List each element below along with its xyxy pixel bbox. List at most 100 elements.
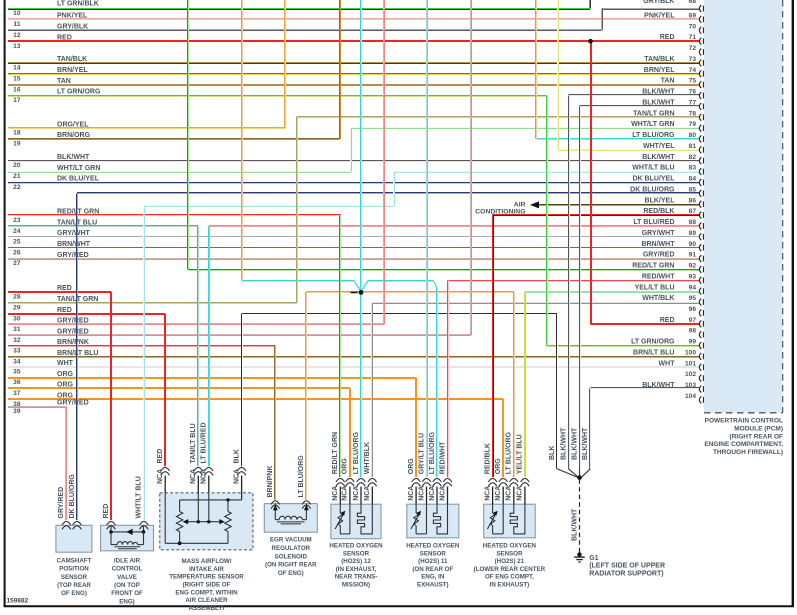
svg-text:LT GRN/ORG: LT GRN/ORG bbox=[57, 89, 101, 96]
svg-text:22: 22 bbox=[13, 184, 21, 191]
svg-text:29: 29 bbox=[13, 305, 21, 312]
svg-text:AIR: AIR bbox=[514, 201, 526, 208]
svg-text:HEATED OXYGEN: HEATED OXYGEN bbox=[329, 543, 383, 550]
svg-text:(RIGHT REAR OF: (RIGHT REAR OF bbox=[730, 433, 783, 440]
svg-text:16: 16 bbox=[13, 86, 21, 93]
svg-text:IN EXHAUST): IN EXHAUST) bbox=[490, 582, 530, 589]
svg-text:83: 83 bbox=[689, 165, 697, 172]
svg-text:GRY/RED: GRY/RED bbox=[57, 318, 89, 325]
svg-text:(ON RIGHT REAR: (ON RIGHT REAR bbox=[265, 562, 317, 569]
svg-text:ENG COMPT, WITHIN: ENG COMPT, WITHIN bbox=[175, 589, 238, 596]
svg-text:REGULATOR: REGULATOR bbox=[271, 545, 310, 552]
svg-text:15: 15 bbox=[13, 75, 21, 82]
svg-text:39: 39 bbox=[13, 408, 21, 415]
svg-text:TAN/LT GRN: TAN/LT GRN bbox=[633, 110, 674, 117]
svg-text:19: 19 bbox=[13, 141, 21, 148]
svg-text:MISSION): MISSION) bbox=[342, 582, 370, 589]
svg-text:BLK/WHT: BLK/WHT bbox=[582, 427, 589, 460]
svg-text:BLK/WHT: BLK/WHT bbox=[642, 382, 675, 389]
svg-text:92: 92 bbox=[689, 263, 697, 270]
svg-text:ORG: ORG bbox=[408, 458, 415, 475]
svg-text:BLK/WHT: BLK/WHT bbox=[560, 427, 567, 460]
svg-text:NCA: NCA bbox=[506, 486, 513, 501]
svg-text:POSITION: POSITION bbox=[59, 566, 89, 573]
svg-text:37: 37 bbox=[13, 390, 21, 397]
svg-text:82: 82 bbox=[689, 154, 697, 161]
svg-text:20: 20 bbox=[13, 162, 21, 169]
svg-text:NCA: NCA bbox=[190, 469, 197, 484]
svg-text:96: 96 bbox=[689, 306, 697, 313]
svg-text:RED: RED bbox=[57, 34, 72, 41]
svg-text:CONTROL: CONTROL bbox=[112, 566, 143, 573]
svg-text:103: 103 bbox=[685, 382, 696, 389]
svg-text:NCA: NCA bbox=[439, 486, 446, 501]
svg-text:RED/LT GRN: RED/LT GRN bbox=[57, 209, 99, 216]
svg-text:DK BLU/ORG: DK BLU/ORG bbox=[69, 474, 76, 519]
svg-text:75: 75 bbox=[689, 78, 697, 85]
svg-text:NCA: NCA bbox=[495, 486, 502, 501]
svg-text:NCA: NCA bbox=[484, 486, 491, 501]
svg-text:RED/BLK: RED/BLK bbox=[484, 443, 491, 474]
svg-text:WHT/LT BLU: WHT/LT BLU bbox=[136, 476, 143, 518]
svg-text:OF ENG): OF ENG) bbox=[278, 570, 304, 577]
svg-text:72: 72 bbox=[689, 45, 697, 52]
svg-text:CONDITIONING: CONDITIONING bbox=[475, 209, 525, 216]
svg-text:TAN: TAN bbox=[57, 78, 71, 85]
svg-text:35: 35 bbox=[13, 368, 21, 375]
svg-text:94: 94 bbox=[689, 284, 697, 291]
svg-text:FRONT OF: FRONT OF bbox=[111, 590, 143, 597]
svg-text:10: 10 bbox=[13, 10, 21, 17]
svg-text:18: 18 bbox=[13, 130, 21, 137]
svg-text:BLK/WHT: BLK/WHT bbox=[57, 154, 90, 161]
svg-text:25: 25 bbox=[13, 239, 21, 246]
svg-text:27: 27 bbox=[13, 260, 21, 267]
svg-text:THROUGH FIREWALL): THROUGH FIREWALL) bbox=[713, 449, 783, 456]
svg-text:RADIATOR SUPPORT): RADIATOR SUPPORT) bbox=[589, 571, 663, 578]
svg-text:IDLE AIR: IDLE AIR bbox=[114, 558, 141, 565]
svg-text:BRN/WHT: BRN/WHT bbox=[641, 241, 675, 248]
svg-text:NEAR TRANS-: NEAR TRANS- bbox=[335, 574, 378, 581]
svg-text:100: 100 bbox=[685, 349, 696, 356]
svg-text:NCA: NCA bbox=[364, 486, 371, 501]
svg-text:87: 87 bbox=[689, 208, 697, 215]
svg-text:97: 97 bbox=[689, 317, 697, 324]
svg-text:WHT/YEL: WHT/YEL bbox=[643, 143, 675, 150]
svg-text:(HO2S) 12: (HO2S) 12 bbox=[341, 558, 371, 565]
svg-text:RED/LT GRN: RED/LT GRN bbox=[632, 263, 674, 270]
svg-text:13: 13 bbox=[13, 43, 21, 50]
svg-text:BRN/WHT: BRN/WHT bbox=[57, 241, 91, 248]
svg-text:(HO2S) 21: (HO2S) 21 bbox=[495, 558, 525, 565]
svg-text:AIR CLEANER: AIR CLEANER bbox=[185, 597, 228, 604]
svg-text:NCA: NCA bbox=[157, 469, 164, 484]
svg-text:ASSEMBLY): ASSEMBLY) bbox=[189, 605, 225, 610]
svg-text:21: 21 bbox=[13, 173, 21, 180]
svg-text:79: 79 bbox=[689, 121, 697, 128]
svg-text:SOLENOID: SOLENOID bbox=[275, 553, 308, 560]
svg-text:OF ENG): OF ENG) bbox=[61, 590, 87, 597]
svg-text:NCA: NCA bbox=[201, 469, 208, 484]
svg-text:95: 95 bbox=[689, 295, 697, 302]
svg-text:(HO2S) 11: (HO2S) 11 bbox=[418, 558, 448, 565]
svg-text:SENSOR: SENSOR bbox=[420, 550, 447, 557]
svg-text:69: 69 bbox=[689, 13, 697, 20]
svg-text:33: 33 bbox=[13, 347, 21, 354]
svg-text:TAN/LT BLU: TAN/LT BLU bbox=[190, 423, 197, 463]
svg-text:GRY/RED: GRY/RED bbox=[58, 487, 65, 519]
svg-text:BLK/WHT: BLK/WHT bbox=[642, 154, 675, 161]
svg-text:SENSOR: SENSOR bbox=[61, 574, 88, 581]
svg-text:PNK/YEL: PNK/YEL bbox=[57, 13, 88, 20]
svg-text:99: 99 bbox=[689, 339, 697, 346]
svg-text:90: 90 bbox=[689, 241, 697, 248]
svg-text:93: 93 bbox=[689, 273, 697, 280]
svg-text:LT BLU/ORG: LT BLU/ORG bbox=[298, 455, 305, 498]
svg-text:TAN/LT GRN: TAN/LT GRN bbox=[57, 296, 98, 303]
svg-text:ORG: ORG bbox=[495, 458, 502, 475]
svg-text:GRY/WHT: GRY/WHT bbox=[57, 230, 91, 237]
svg-text:ENG): ENG) bbox=[119, 598, 134, 605]
svg-text:WHT/BLK: WHT/BLK bbox=[642, 295, 674, 302]
svg-text:BLK/WHT: BLK/WHT bbox=[642, 99, 675, 106]
svg-text:BLK: BLK bbox=[549, 446, 556, 460]
svg-text:32: 32 bbox=[13, 337, 21, 344]
svg-text:GRY/BLK: GRY/BLK bbox=[643, 0, 674, 5]
svg-text:(TOP REAR: (TOP REAR bbox=[57, 582, 91, 589]
